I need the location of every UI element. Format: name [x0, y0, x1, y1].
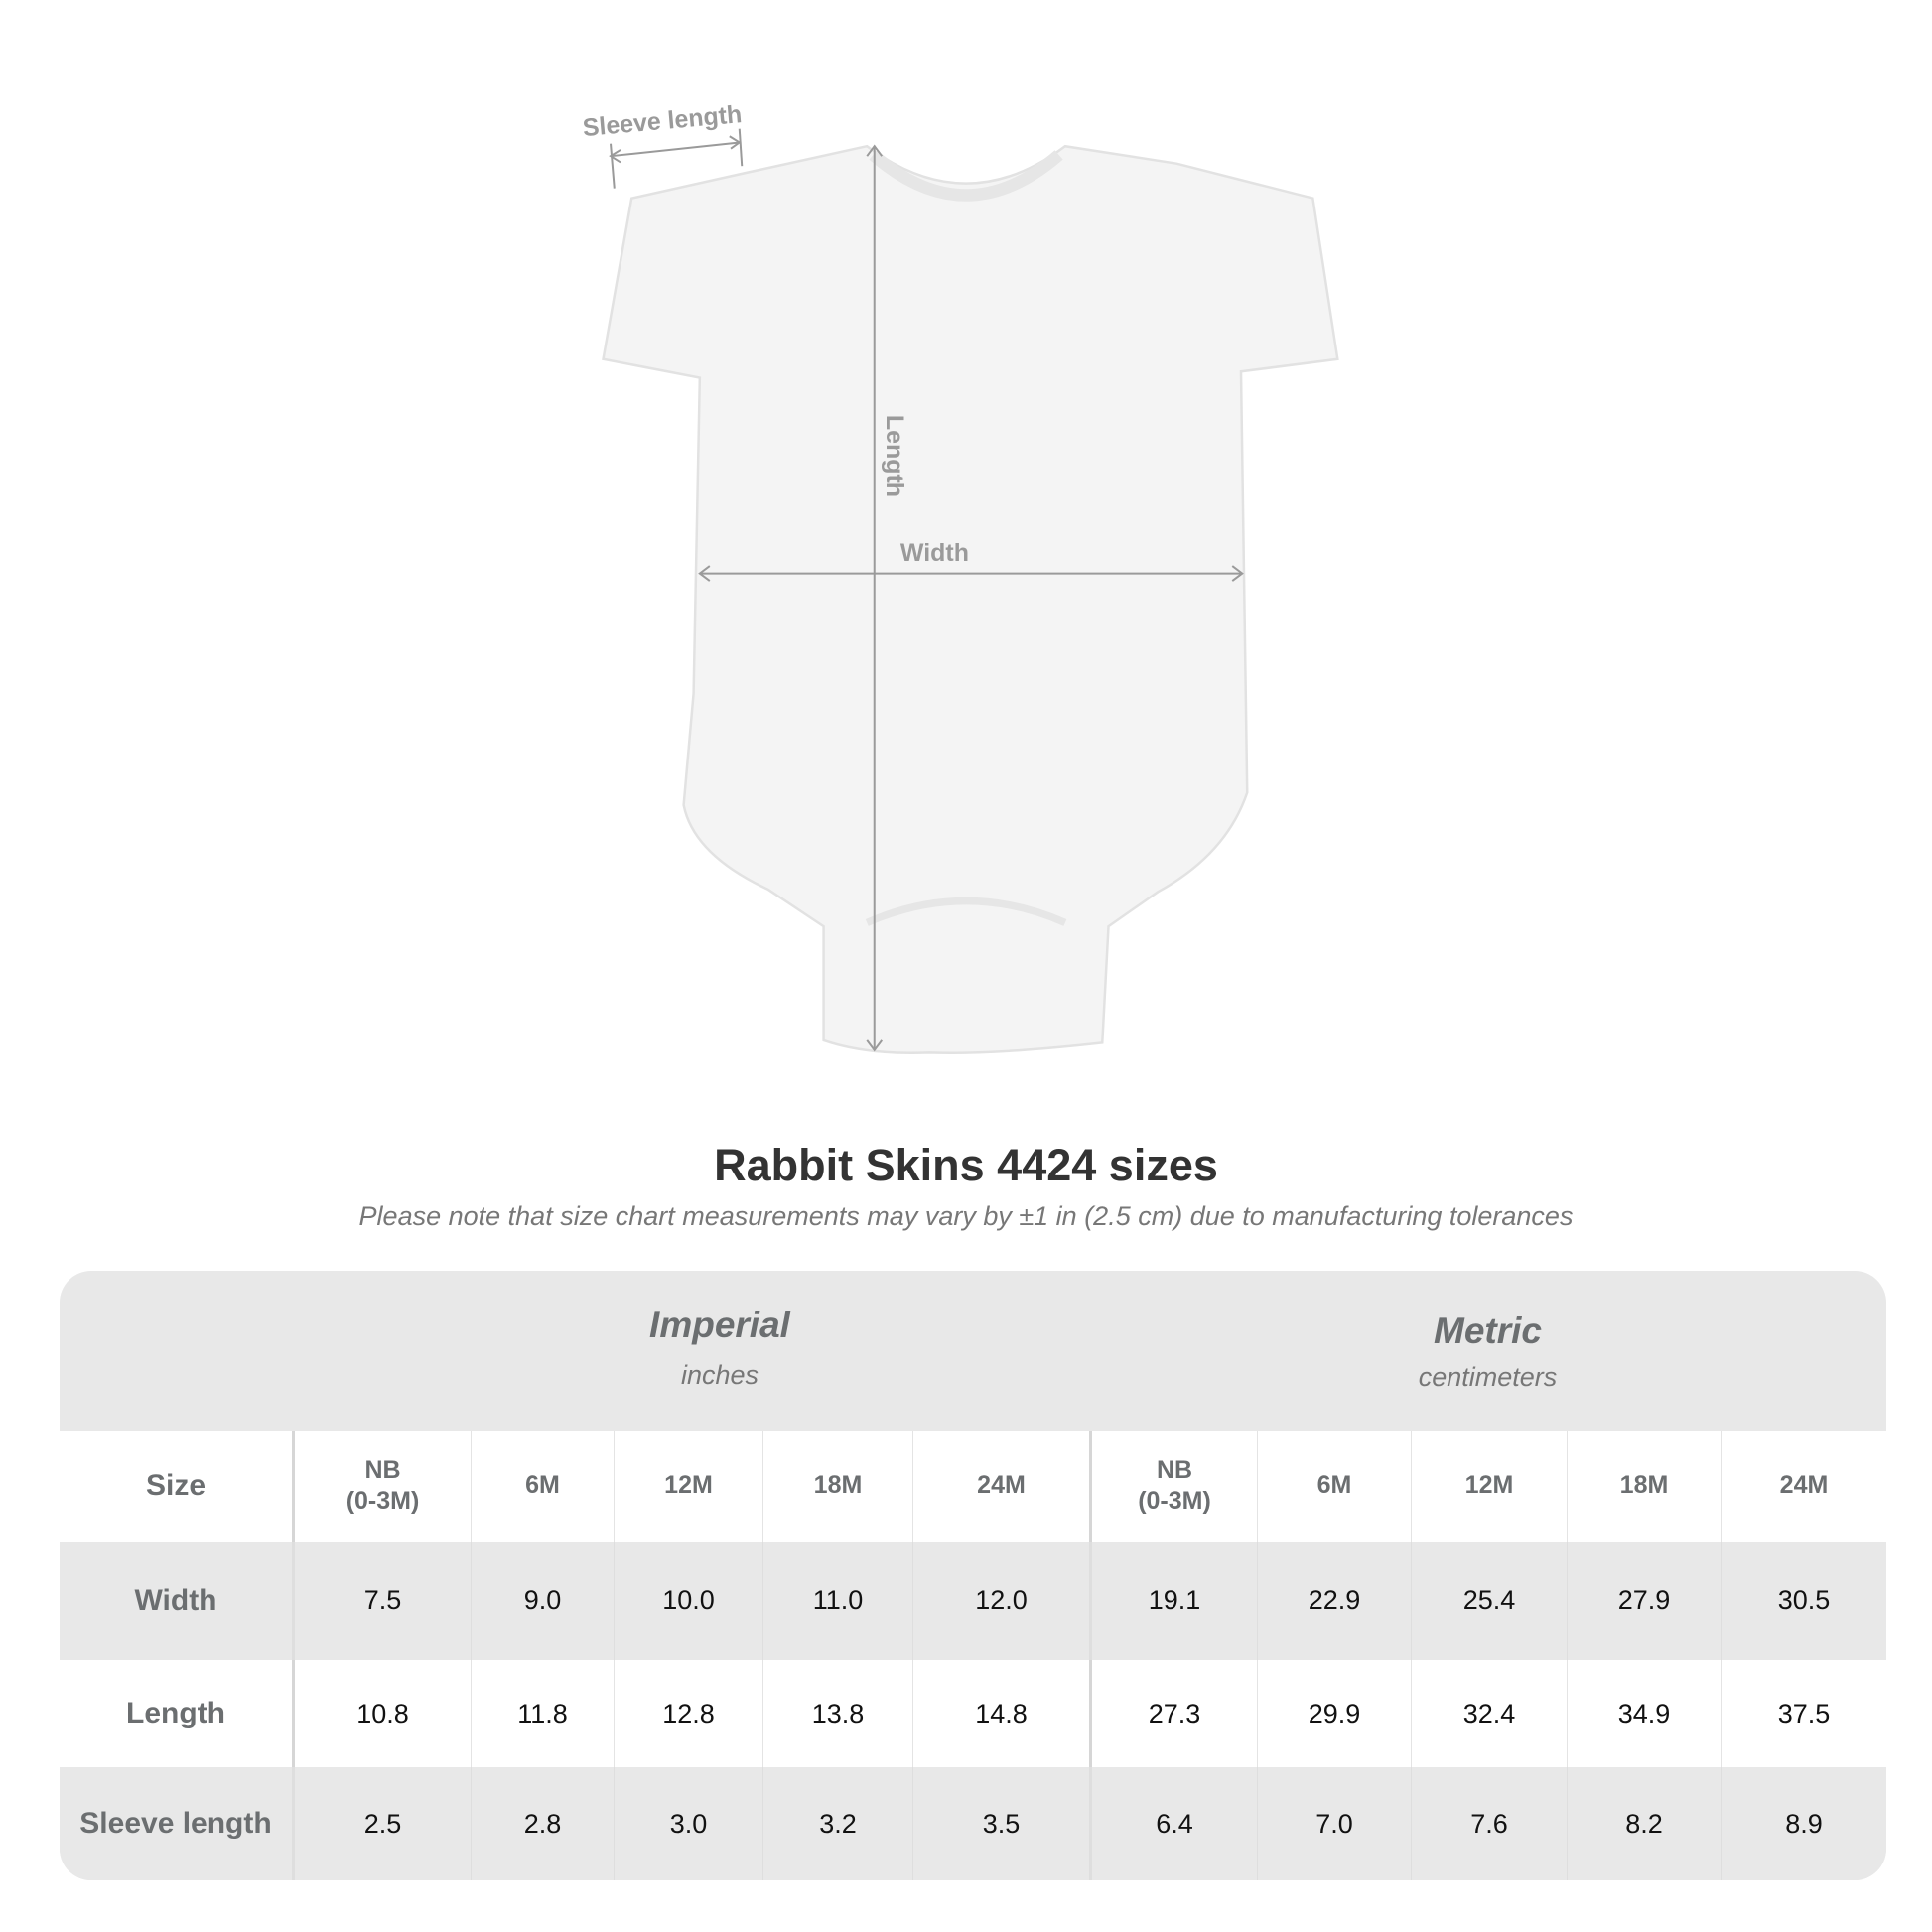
measurement-cell: 29.9 [1257, 1660, 1411, 1767]
measurement-cell: 19.1 [1089, 1542, 1257, 1660]
size-column-header: 18M [762, 1431, 912, 1542]
row-label: Length [126, 1697, 225, 1729]
measurement-cell: 8.9 [1721, 1767, 1886, 1880]
table-row: Sleeve length 2.5 2.8 3.0 3.2 3.5 6.4 7.0 7.6 8.2… [60, 1767, 1886, 1880]
measurement-cell: 9.0 [471, 1542, 614, 1660]
measurement-cell: 34.9 [1567, 1660, 1721, 1767]
garment-diagram: Sleeve length Length Width [582, 100, 1339, 1055]
measurement-cell: 10.0 [614, 1542, 762, 1660]
measurement-cell: 6.4 [1089, 1767, 1257, 1880]
row-label: Sleeve length [79, 1807, 272, 1840]
measurement-cell: 3.0 [614, 1767, 762, 1880]
size-header-row: Size NB (0-3M) 6M 12M 18M 24M NB (0-3M) 6M 12M 18… [60, 1431, 1886, 1542]
measurement-cell: 2.5 [292, 1767, 471, 1880]
size-column-header: 6M [1257, 1431, 1411, 1542]
measurement-cell: 7.6 [1411, 1767, 1567, 1880]
size-table: Imperial inches Metric centimeters Size N… [60, 1271, 1886, 1880]
size-column-header: 12M [1411, 1431, 1567, 1542]
imperial-header: Imperial inches [292, 1271, 1148, 1464]
metric-header: Metric centimeters [1089, 1271, 1886, 1470]
measurement-cell: 2.8 [471, 1767, 614, 1880]
imperial-unit: inches [680, 1360, 759, 1390]
measurement-cell: 11.0 [762, 1542, 912, 1660]
measurement-cell: 14.8 [912, 1660, 1089, 1767]
collar [869, 150, 1063, 202]
measurement-cell: 27.3 [1089, 1660, 1257, 1767]
crotch-flap [865, 897, 1067, 926]
size-column-header: 18M [1567, 1431, 1721, 1542]
page-title: Rabbit Skins 4424 sizes [714, 1140, 1218, 1190]
sleeve-length-label: Sleeve length [582, 100, 744, 142]
size-column-header: 12M [614, 1431, 762, 1542]
row-label: Size [145, 1469, 207, 1502]
onesie-illustration [602, 144, 1339, 1055]
tolerance-note: Please note that size chart measurements… [358, 1201, 1574, 1231]
size-column-header: 24M [1721, 1431, 1886, 1542]
measurement-cell: 13.8 [762, 1660, 912, 1767]
measurement-cell: 10.8 [292, 1660, 471, 1767]
imperial-label: Imperial [649, 1305, 790, 1345]
measurement-cell: 32.4 [1411, 1660, 1567, 1767]
measurement-cell: 12.8 [614, 1660, 762, 1767]
measurement-cell: 11.8 [471, 1660, 614, 1767]
measurement-cell: 3.2 [762, 1767, 912, 1880]
length-label: Length [881, 415, 908, 497]
measurement-cell: 22.9 [1257, 1542, 1411, 1660]
metric-unit: centimeters [1418, 1362, 1558, 1392]
size-column-header: NB (0-3M) [292, 1431, 471, 1542]
size-column-header: NB (0-3M) [1089, 1431, 1257, 1542]
measurement-cell: 25.4 [1411, 1542, 1567, 1660]
table-row: Width 7.5 9.0 10.0 11.0 12.0 19.1 22.9 25.4 27.9 3… [60, 1542, 1886, 1660]
sleeve-arrow [610, 141, 740, 158]
size-column-header: 24M [912, 1431, 1089, 1542]
measurement-cell: 12.0 [912, 1542, 1089, 1660]
measurement-cell: 8.2 [1567, 1767, 1721, 1880]
measurement-cell: 37.5 [1721, 1660, 1886, 1767]
row-label: Width [134, 1584, 217, 1617]
measurement-cell: 7.5 [292, 1542, 471, 1660]
measurement-cell: 3.5 [912, 1767, 1089, 1880]
measurement-cell: 30.5 [1721, 1542, 1886, 1660]
table-row: Length 10.8 11.8 12.8 13.8 14.8 27.3 29.9 32.4 34… [60, 1660, 1886, 1767]
measurement-cell: 27.9 [1567, 1542, 1721, 1660]
size-column-header: 6M [471, 1431, 614, 1542]
measurement-cell: 7.0 [1257, 1767, 1411, 1880]
width-label: Width [900, 539, 969, 567]
metric-label: Metric [1434, 1311, 1542, 1351]
